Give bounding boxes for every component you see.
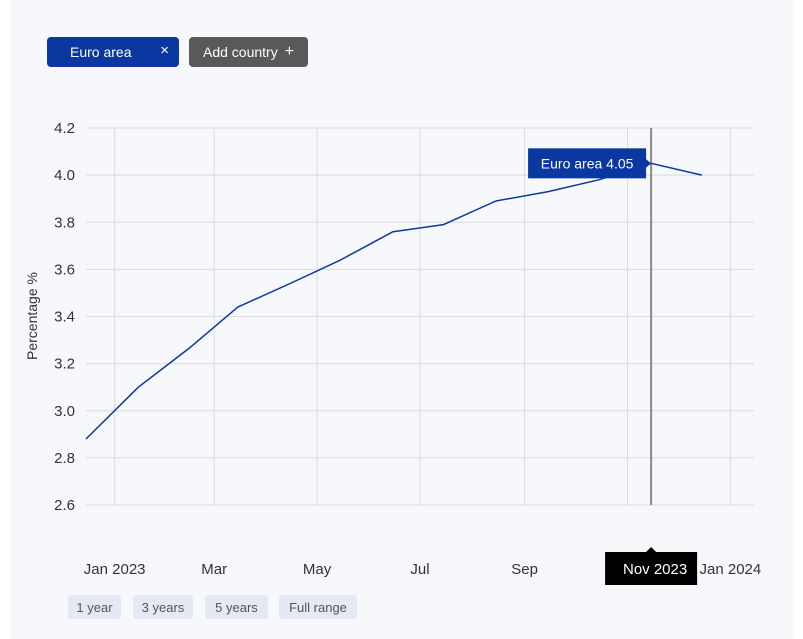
add-country-label: Add country — [203, 44, 278, 60]
x-tick-label: Sep — [511, 561, 538, 578]
y-tick-label: 2.6 — [54, 497, 75, 514]
y-tick-label: 3.6 — [54, 261, 75, 278]
y-tick-label: 2.8 — [54, 450, 75, 467]
range-5-years-button[interactable]: 5 years — [205, 595, 268, 619]
chart-panel — [10, 0, 793, 639]
y-tick-label: 4.2 — [54, 120, 75, 137]
x-tick-label: May — [303, 561, 332, 578]
x-tick-label: Jul — [410, 561, 429, 578]
x-tick-label: Jan 2023 — [84, 561, 146, 578]
highlight-date-pointer — [646, 547, 657, 552]
highlight-date-box — [605, 552, 698, 585]
plus-icon: + — [284, 43, 295, 60]
tooltip-text: Euro area 4.05 — [541, 155, 634, 171]
range-full-button[interactable]: Full range — [279, 595, 357, 619]
tooltip-box — [528, 148, 647, 179]
x-tick-label: Mar — [201, 561, 227, 578]
range-1-year-button[interactable]: 1 year — [68, 595, 121, 619]
y-tick-label: 3.4 — [54, 309, 75, 326]
country-chip-label: Euro area — [70, 44, 132, 60]
y-tick-label: 4.0 — [54, 167, 75, 184]
country-chip-euro-area[interactable]: Euro area × — [47, 37, 179, 67]
close-icon[interactable]: × — [160, 42, 169, 59]
range-3-years-button[interactable]: 3 years — [133, 595, 193, 619]
highlight-date-label: Nov 2023 — [623, 561, 687, 578]
x-tick-label: Jan 2024 — [700, 561, 762, 578]
tooltip-pointer — [645, 158, 652, 169]
y-tick-label: 3.8 — [54, 214, 75, 231]
series-line-euro-area — [85, 162, 702, 440]
add-country-button[interactable]: Add country + — [189, 37, 308, 67]
y-tick-label: 3.2 — [54, 356, 75, 373]
y-tick-label: 3.0 — [54, 403, 75, 420]
